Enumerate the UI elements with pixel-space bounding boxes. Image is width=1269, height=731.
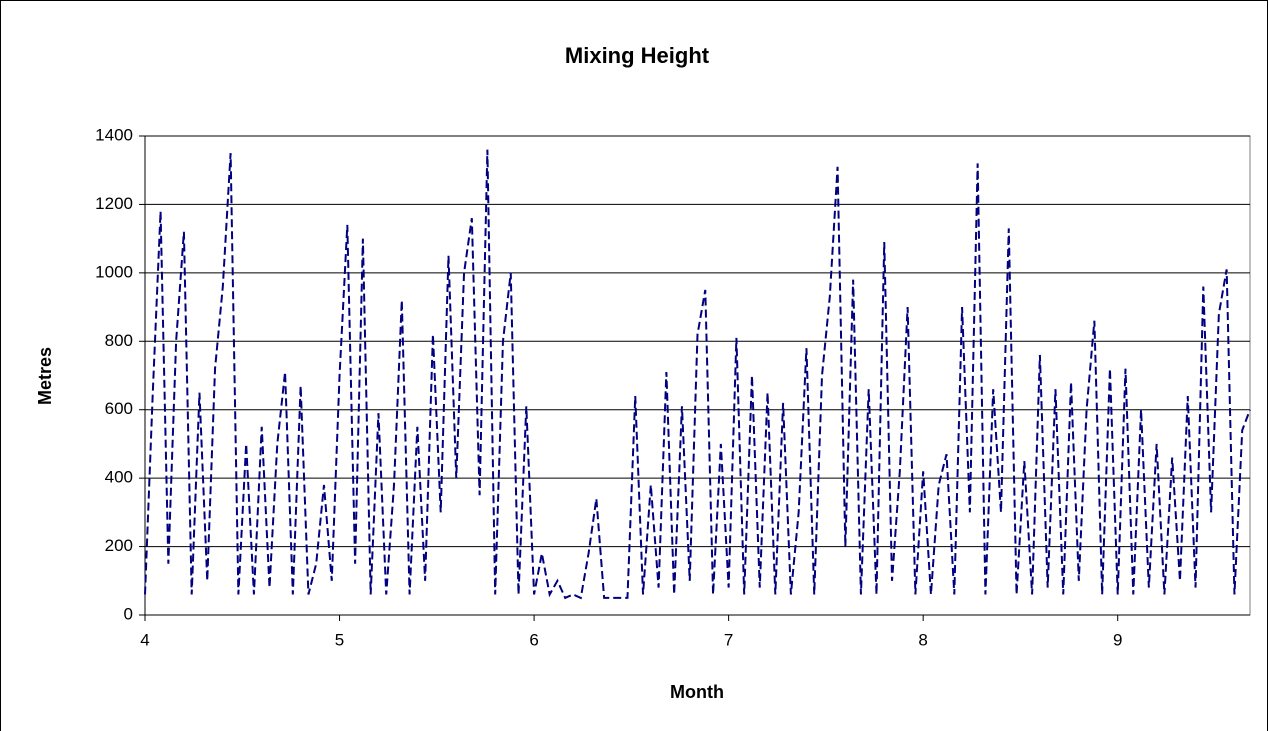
y-axis-title: Metres [35,347,55,405]
x-tick-label: 9 [1113,630,1122,649]
plot-area [144,135,1251,616]
y-tick-label: 1000 [95,262,133,281]
y-tick-label: 1400 [95,125,133,144]
x-axis-title: Month [670,682,724,702]
data-line [144,149,1251,600]
x-tick-label: 4 [140,630,149,649]
x-tick-label: 7 [724,630,733,649]
y-tick-label: 1200 [95,194,133,213]
x-tick-label: 5 [335,630,344,649]
chart-title: Mixing Height [565,43,710,68]
y-tick-label: 600 [105,399,133,418]
y-tick-label: 0 [124,604,133,623]
y-tick-label: 800 [105,331,133,350]
x-tick-label: 6 [529,630,538,649]
y-tick-label: 200 [105,536,133,555]
x-tick-label: 8 [918,630,927,649]
y-tick-label: 400 [105,468,133,487]
